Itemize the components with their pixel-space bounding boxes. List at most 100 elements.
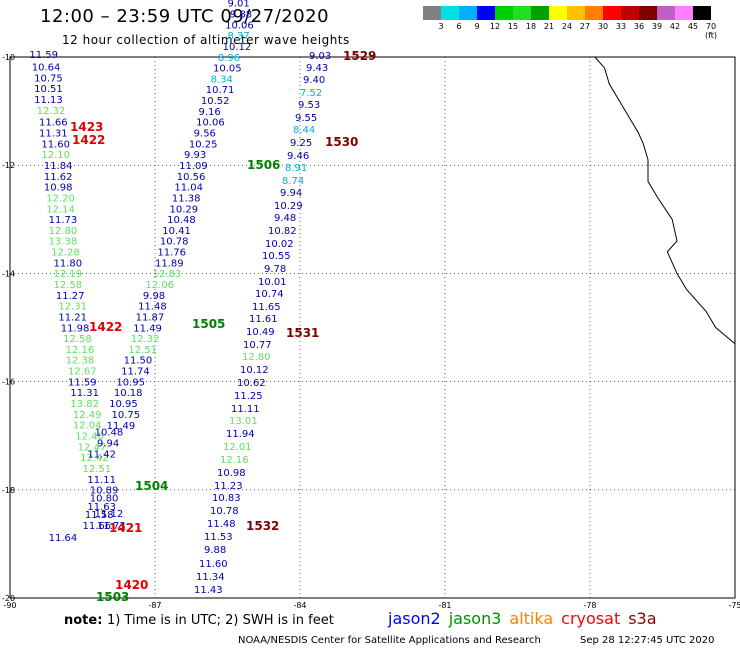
wave-height-label: 12.04 [73, 421, 102, 432]
wave-height-label: 10.29 [274, 201, 303, 212]
wave-height-label: 11.49 [107, 421, 136, 432]
wave-height-label: 12.46 [75, 431, 104, 442]
wave-height-label: 11.73 [49, 215, 78, 226]
wave-height-label: 12.49 [73, 410, 102, 421]
legend-label: 27 [579, 22, 591, 31]
wave-height-label: 12.14 [46, 204, 75, 215]
pass-time-label: 1504 [135, 479, 168, 493]
legend-swatch [477, 6, 495, 20]
wave-height-label: 9.55 [295, 113, 317, 124]
wave-height-label: 10.71 [206, 85, 235, 96]
wave-height-label: 11.38 [172, 193, 201, 204]
lat-label: -16 [2, 378, 15, 387]
wave-height-label: 12.83 [153, 269, 182, 280]
wave-height-label: 11.64 [49, 533, 78, 544]
wave-height-label: 13.82 [70, 399, 99, 410]
lon-label: -81 [438, 601, 451, 610]
wave-height-label: 13.01 [229, 416, 258, 427]
wave-height-label: 11.87 [136, 312, 165, 323]
legend-label: 21 [543, 22, 555, 31]
wave-height-label: 11.23 [214, 481, 243, 492]
satellite-s3a: s3a [628, 609, 657, 628]
wave-height-label: 10.64 [32, 63, 61, 74]
wave-height-label: 10.48 [167, 215, 196, 226]
wave-height-label: 10.48 [95, 428, 124, 439]
wave-height-label: 11.59 [68, 377, 97, 388]
legend-label: 24 [561, 22, 573, 31]
lat-label: -20 [2, 594, 15, 603]
wave-height-label: 11.11 [231, 404, 260, 415]
lon-label: -78 [583, 601, 596, 610]
wave-height-label: 10.75 [112, 410, 141, 421]
lon-label: -87 [148, 601, 161, 610]
wave-height-label: 11.74 [121, 367, 150, 378]
wave-height-label: 11.59 [29, 50, 58, 61]
wave-height-label: 10.51 [34, 84, 63, 95]
wave-height-label: 11.53 [204, 532, 233, 543]
legend-swatch [423, 6, 441, 20]
satellite-jason3: jason3 [448, 609, 502, 628]
wave-height-label: 10.89 [90, 486, 119, 497]
wave-height-label: 9.93 [184, 150, 206, 161]
wave-height-label: 9.94 [280, 188, 302, 199]
color-legend [423, 6, 711, 20]
lon-label: -84 [293, 601, 306, 610]
wave-height-label: 11.21 [58, 312, 87, 323]
wave-height-label: 11.89 [155, 258, 184, 269]
wave-height-label: 11.84 [44, 161, 73, 172]
legend-swatch [459, 6, 477, 20]
legend-swatch [639, 6, 657, 20]
legend-label: 6 [456, 22, 462, 31]
legend-swatch [531, 6, 549, 20]
wave-height-label: 11.60 [199, 559, 228, 570]
legend-label: 45 [687, 22, 699, 31]
map-frame [9, 56, 736, 599]
chart-subtitle: 12 hour collection of altimeter wave hei… [62, 33, 350, 47]
wave-height-label: 11.61 [249, 314, 278, 325]
wave-height-label: 12.20 [46, 193, 75, 204]
wave-height-label: 9.16 [199, 107, 221, 118]
legend-swatch [585, 6, 603, 20]
pass-time-label: 1506 [247, 158, 280, 172]
legend-swatch [513, 6, 531, 20]
wave-height-label: 11.50 [124, 356, 153, 367]
chart-title: 12:00 – 23:59 UTC 09/27/2020 [40, 6, 330, 27]
legend-swatch [549, 6, 567, 20]
wave-height-label: 10.98 [44, 183, 73, 194]
legend-swatch [657, 6, 675, 20]
wave-height-label: 12.32 [131, 334, 160, 345]
legend-label: 18 [525, 22, 537, 31]
note-text: 1) Time is in UTC; 2) SWH is in feet [106, 613, 334, 628]
pass-time-label: 1421 [109, 521, 142, 535]
wave-height-label: 9.01 [228, 0, 250, 10]
wave-height-label: 11.25 [234, 391, 263, 402]
credit-text: NOAA/NESDIS Center for Satellite Applica… [238, 635, 541, 646]
wave-height-label: 10.77 [243, 340, 272, 351]
wave-height-label: 9.56 [194, 129, 216, 140]
pass-time-label: 1505 [192, 317, 225, 331]
wave-height-label: 12.10 [41, 150, 70, 161]
satellite-altika: altika [509, 609, 554, 628]
wave-height-label: 9.46 [287, 151, 309, 162]
wave-height-label: 12.16 [66, 345, 95, 356]
legend-swatch [675, 6, 693, 20]
wave-height-label: 9.40 [303, 75, 325, 86]
wave-height-label: 10.78 [210, 506, 239, 517]
wave-height-label: 12.67 [68, 367, 97, 378]
legend-swatch [693, 6, 711, 20]
wave-height-label: 13.38 [49, 237, 78, 248]
wave-height-label: 11.60 [41, 139, 70, 150]
lat-label: -18 [2, 486, 15, 495]
pass-time-label: 1503 [96, 590, 129, 604]
wave-height-label: 12.80 [242, 352, 271, 363]
footer-note: note: 1) Time is in UTC; 2) SWH is in fe… [64, 613, 334, 628]
wave-height-label: 11.66 [39, 118, 68, 129]
pass-time-label: 1530 [325, 135, 358, 149]
legend-label: 12 [489, 22, 501, 31]
wave-height-label: 11.48 [207, 519, 236, 530]
wave-height-label: 9.53 [298, 100, 320, 111]
wave-height-label: 12.58 [63, 334, 92, 345]
pass-time-label: 1532 [246, 519, 279, 533]
wave-height-label: 11.43 [194, 585, 223, 596]
wave-height-label: 12.58 [54, 280, 83, 291]
